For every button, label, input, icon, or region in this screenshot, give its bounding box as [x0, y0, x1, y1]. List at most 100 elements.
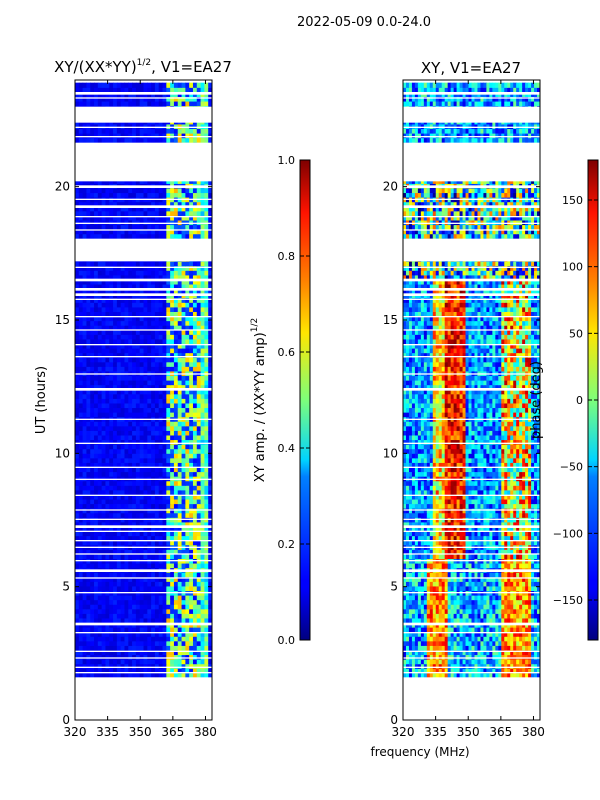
heatmap-cell	[162, 210, 167, 216]
heatmap-cell	[200, 421, 205, 427]
heatmap-cell	[456, 672, 461, 678]
heatmap-cell	[113, 233, 118, 239]
heatmap-cell	[423, 663, 428, 669]
heatmap-cell	[185, 311, 190, 317]
heatmap-cell	[82, 430, 88, 436]
heatmap-cell	[97, 297, 103, 303]
heatmap-cell	[101, 219, 107, 226]
heatmap-cell	[154, 398, 160, 404]
heatmap-cell	[135, 87, 141, 93]
heatmap-cell	[139, 572, 145, 578]
heatmap-cell	[82, 393, 88, 399]
heatmap-cell	[173, 668, 179, 674]
heatmap-cell	[459, 668, 464, 674]
heatmap-cell	[204, 421, 209, 427]
heatmap-cell	[97, 380, 103, 386]
heatmap-cell	[185, 288, 190, 294]
heatmap-cell	[170, 663, 175, 669]
heatmap-cell	[86, 585, 91, 592]
heatmap-cell	[75, 402, 80, 409]
heatmap-cell	[189, 581, 194, 587]
heatmap-cell	[86, 476, 91, 482]
heatmap-cell	[507, 672, 511, 678]
heatmap-cell	[208, 215, 212, 221]
heatmap-cell	[151, 640, 156, 646]
heatmap-cell	[196, 123, 202, 130]
heatmap-cell	[135, 320, 141, 326]
heatmap-cell	[101, 347, 107, 354]
heatmap-cell	[447, 668, 452, 674]
heatmap-cell	[139, 494, 145, 500]
heatmap-cell	[189, 100, 194, 107]
heatmap-cell	[204, 389, 209, 395]
heatmap-cell	[189, 439, 194, 445]
heatmap-cell	[162, 489, 167, 495]
heatmap-cell	[101, 265, 107, 271]
heatmap-cell	[105, 279, 110, 285]
heatmap-cell	[173, 100, 179, 107]
heatmap-cell	[78, 302, 84, 308]
heatmap-cell	[94, 636, 99, 642]
heatmap-cell	[196, 96, 202, 102]
heatmap-cell	[97, 581, 103, 587]
heatmap-cell	[120, 608, 126, 614]
heatmap-cell	[166, 206, 171, 212]
heatmap-cell	[109, 347, 114, 354]
heatmap-cell	[173, 672, 179, 678]
heatmap-cell	[173, 366, 179, 372]
heatmap-cell	[158, 562, 164, 569]
heatmap-cell	[147, 576, 152, 582]
heatmap-cell	[154, 325, 160, 331]
heatmap-cell	[82, 512, 88, 518]
heatmap-cell	[177, 261, 183, 267]
heatmap-cell	[124, 498, 129, 505]
heatmap-cell	[78, 585, 84, 592]
heatmap-cell	[189, 279, 194, 285]
heatmap-cell	[97, 357, 103, 363]
heatmap-cell	[162, 540, 167, 546]
heatmap-cell	[170, 270, 175, 276]
heatmap-cell	[94, 530, 99, 537]
heatmap-cell	[192, 581, 198, 587]
heatmap-cell	[124, 439, 129, 445]
heatmap-cell	[204, 215, 209, 221]
heatmap-cell	[94, 512, 99, 518]
heatmap-cell	[208, 466, 212, 473]
heatmap-cell	[162, 320, 167, 326]
heatmap-cell	[90, 82, 95, 88]
heatmap-cell	[200, 210, 205, 216]
heatmap-cell	[94, 448, 99, 454]
heatmap-cell	[510, 668, 514, 674]
heatmap-cell	[75, 585, 80, 592]
heatmap-cell	[162, 581, 167, 587]
heatmap-cell	[170, 123, 175, 130]
heatmap-cell	[86, 466, 91, 473]
heatmap-cell	[147, 480, 152, 486]
heatmap-cell	[105, 585, 110, 592]
heatmap-cell	[151, 366, 156, 372]
heatmap-cell	[162, 453, 167, 459]
heatmap-cell	[132, 485, 137, 491]
heatmap-cell	[151, 476, 156, 482]
heatmap-cell	[75, 503, 80, 509]
heatmap-cell	[128, 137, 133, 143]
heatmap-cell	[196, 512, 202, 518]
heatmap-cell	[78, 201, 84, 207]
heatmap-cell	[181, 210, 186, 216]
heatmap-cell	[90, 407, 95, 413]
heatmap-cell	[147, 599, 152, 605]
heatmap-cell	[170, 279, 175, 285]
heatmap-cell	[120, 530, 126, 537]
heatmap-cell	[162, 137, 167, 143]
heatmap-cell	[143, 549, 148, 555]
heatmap-cell	[135, 274, 141, 280]
heatmap-cell	[128, 668, 133, 674]
heatmap-cell	[158, 265, 164, 271]
heatmap-cell	[75, 215, 80, 221]
heatmap-cell	[196, 82, 202, 88]
heatmap-cell	[185, 457, 190, 463]
heatmap-cell	[143, 128, 148, 134]
heatmap-cell	[78, 535, 84, 541]
heatmap-cell	[173, 654, 179, 660]
heatmap-cell	[154, 631, 160, 637]
